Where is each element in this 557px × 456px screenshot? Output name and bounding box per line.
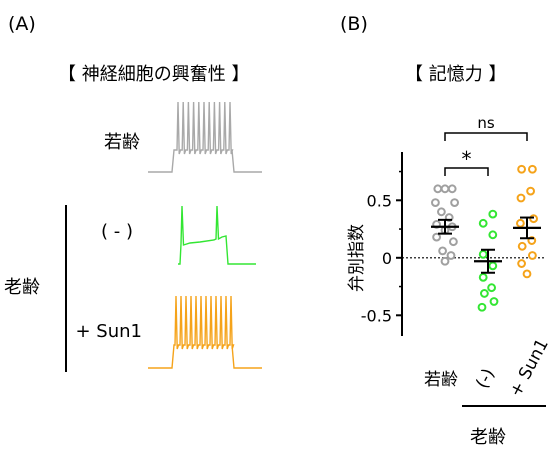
y-tick-label-1: 0 [382,249,392,268]
panel-a-title: 【 神経細胞の興奮性 】 [58,64,249,85]
bracket-ns [444,132,528,141]
point-1-0 [488,209,498,219]
point-1-6 [487,283,497,293]
point-1-5 [478,272,488,282]
point-0-1 [440,184,450,194]
point-0-13 [446,251,456,260]
chart: 0.5 0 -0.5 弁別指数 * ns 若齢 (-) + Sun1 [347,114,553,400]
point-0-3 [431,198,440,208]
trace-label-minus: ( - ) [101,221,133,242]
panel-b-title: 【 記憶力 】 [405,64,506,85]
point-0-0 [433,184,443,194]
point-2-0 [517,164,526,174]
y-tick-label-0: 0.5 [367,191,392,210]
point-0-12 [438,246,448,256]
point-1-4 [488,261,498,271]
point-2-4 [529,214,538,224]
trace-young [148,101,262,173]
x-category-label-0: 若齢 [424,370,458,390]
point-1-9 [477,302,487,312]
panel-b-label: (B) [340,13,368,35]
x-category-label-2: + Sun1 [506,335,553,400]
point-0-10 [432,232,442,242]
point-1-2 [488,230,498,240]
trace-label-sun1: + Sun1 [76,321,143,342]
point-2-1 [528,164,537,174]
point-0-5 [437,207,446,217]
point-2-7 [517,241,527,251]
sig-ns: ns [477,114,495,132]
point-2-3 [516,193,526,203]
point-2-2 [526,186,535,196]
y-axis-label: 弁別指数 [347,224,367,292]
point-0-11 [449,237,458,247]
point-0-2 [447,184,457,194]
point-1-8 [489,297,499,306]
aged-group-label: 老齢 [4,277,40,298]
x-category-label-1: (-) [472,365,499,392]
point-0-14 [440,256,450,266]
panel-a-label: (A) [8,13,36,35]
point-2-5 [516,218,525,228]
point-2-8 [528,251,537,260]
point-2-9 [517,259,526,268]
y-tick-label-2: -0.5 [361,306,392,325]
point-1-3 [478,249,488,259]
trace-label-young: 若齢 [104,132,140,153]
trace-aged-sun1 [148,295,262,369]
bracket-star [444,167,489,176]
point-1-7 [480,289,489,298]
point-2-10 [522,269,532,279]
point-0-4 [450,198,460,208]
aged-axis-group-label: 老齢 [470,427,506,448]
sig-star: * [462,147,472,171]
trace-aged-minus [178,205,256,265]
point-1-1 [478,218,488,228]
